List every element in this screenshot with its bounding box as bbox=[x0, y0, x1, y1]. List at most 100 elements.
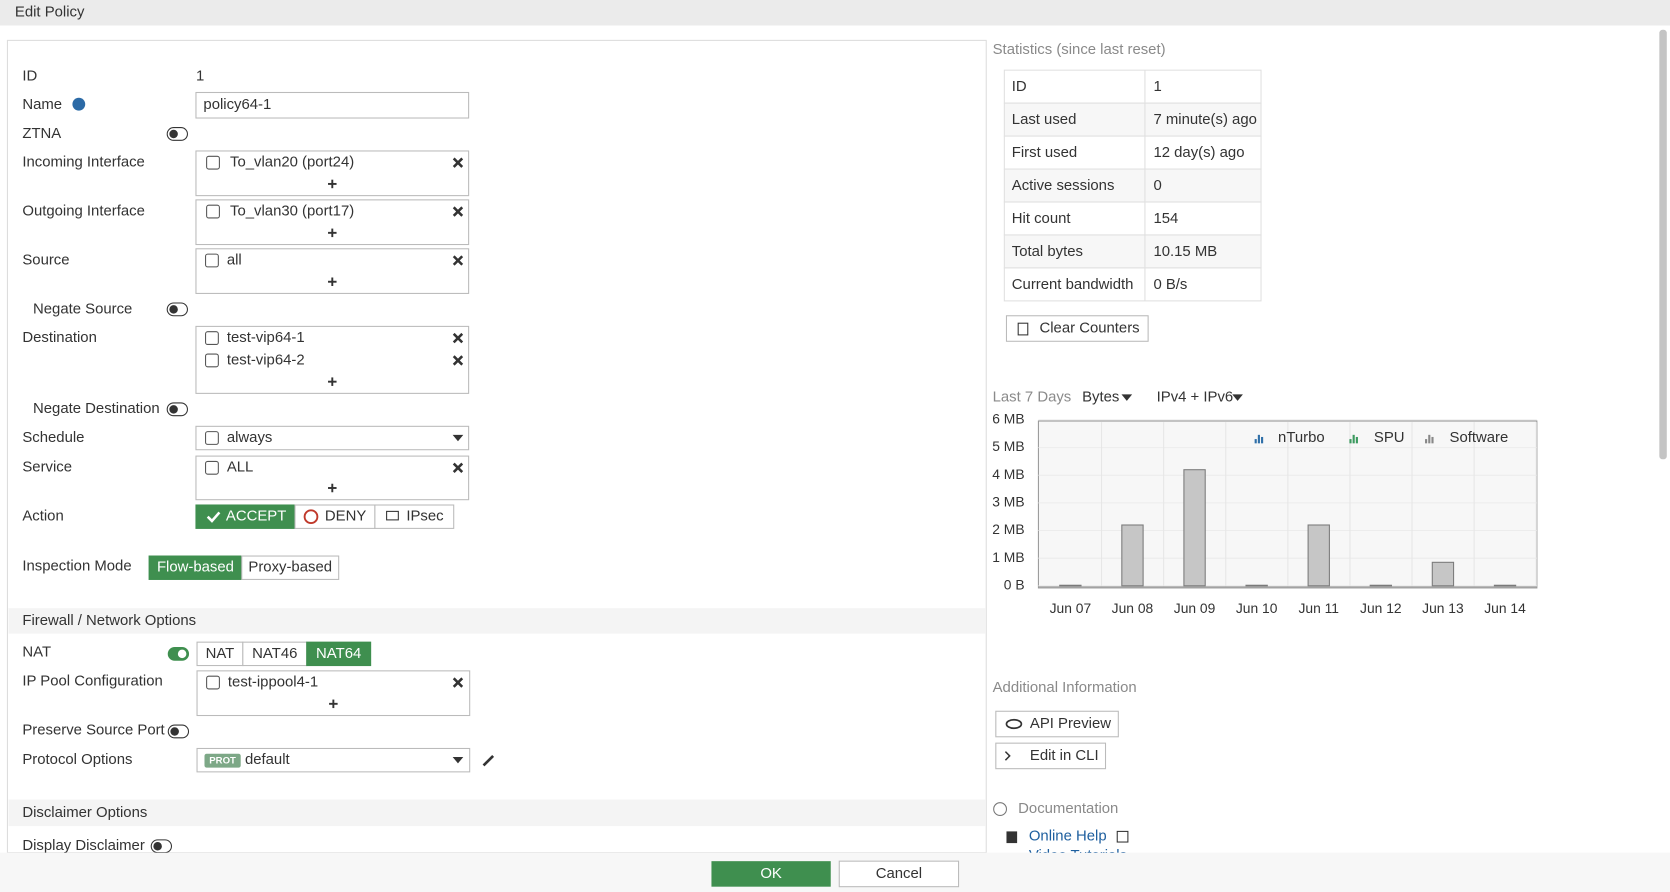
legend-icon bbox=[1261, 436, 1264, 444]
y-tick-label: 1 MB bbox=[992, 549, 1024, 565]
value: 1 bbox=[1153, 79, 1161, 95]
legend-icon bbox=[1431, 436, 1434, 444]
badge bbox=[204, 753, 241, 768]
action-option[interactable]: IPsec bbox=[406, 509, 444, 525]
label: Inspection Mode bbox=[22, 559, 131, 575]
remove-icon bbox=[452, 462, 464, 473]
window-title: Edit Policy bbox=[15, 5, 85, 21]
panel-title: Additional Information bbox=[993, 680, 1137, 696]
legend-label: SPU bbox=[1374, 430, 1405, 446]
x-tick-label: Jun 07 bbox=[1050, 600, 1092, 616]
panel-title: Documentation bbox=[1018, 801, 1118, 817]
edit-icon bbox=[482, 754, 495, 767]
nat-option[interactable]: NAT64 bbox=[316, 646, 361, 662]
label: Schedule bbox=[22, 430, 84, 446]
legend-icon bbox=[1428, 434, 1431, 444]
section-title: Disclaimer Options bbox=[22, 805, 147, 821]
label: Total bytes bbox=[1012, 244, 1083, 260]
nat-button[interactable] bbox=[306, 641, 372, 667]
label: ID bbox=[1012, 79, 1027, 95]
dropdown-caret bbox=[452, 756, 464, 764]
entry-icon bbox=[205, 431, 219, 445]
value: 7 minute(s) ago bbox=[1153, 112, 1256, 128]
toggle-knob bbox=[153, 842, 162, 851]
multi-select[interactable] bbox=[195, 455, 470, 501]
value: 12 day(s) ago bbox=[1153, 145, 1244, 161]
legend-icon bbox=[1254, 439, 1257, 444]
dropdown[interactable] bbox=[195, 425, 470, 451]
label: Preserve Source Port bbox=[22, 722, 165, 738]
entry-icon bbox=[205, 331, 219, 345]
scrollbar[interactable] bbox=[1659, 29, 1667, 460]
label: Active sessions bbox=[1012, 178, 1115, 194]
stats-row bbox=[1003, 102, 1262, 137]
toggle-knob bbox=[170, 727, 179, 736]
period-label: Last 7 Days bbox=[993, 390, 1072, 406]
mode-button[interactable] bbox=[241, 555, 340, 580]
value: 0 bbox=[1153, 178, 1161, 194]
y-tick-label: 4 MB bbox=[992, 466, 1024, 482]
label: Service bbox=[22, 460, 72, 476]
link[interactable]: Online Help bbox=[1029, 829, 1107, 845]
dropdown-caret bbox=[1232, 394, 1243, 401]
header-bar bbox=[0, 0, 1670, 26]
info-icon bbox=[72, 97, 86, 111]
remove-icon bbox=[452, 157, 464, 168]
nat-option[interactable]: NAT46 bbox=[252, 646, 297, 662]
bar bbox=[1059, 584, 1082, 587]
button[interactable] bbox=[995, 742, 1107, 770]
x-tick-label: Jun 14 bbox=[1484, 600, 1526, 616]
cancel-button[interactable] bbox=[838, 860, 960, 888]
panel-title: Statistics (since last reset) bbox=[993, 42, 1166, 58]
dropdown-caret bbox=[1121, 394, 1133, 401]
label: Negate Source bbox=[33, 301, 132, 317]
legend-icon bbox=[1425, 439, 1428, 444]
button[interactable] bbox=[995, 710, 1119, 738]
legend-label: nTurbo bbox=[1278, 430, 1325, 446]
book-icon bbox=[1006, 831, 1018, 844]
stats-row bbox=[1003, 201, 1262, 236]
text-input[interactable] bbox=[195, 91, 470, 119]
button[interactable] bbox=[1005, 315, 1149, 342]
bar bbox=[1307, 524, 1330, 587]
action-option[interactable]: ACCEPT bbox=[226, 509, 286, 525]
label: Outgoing Interface bbox=[22, 204, 144, 220]
external-icon bbox=[1116, 830, 1129, 843]
label: Destination bbox=[22, 330, 96, 346]
entry-icon bbox=[206, 675, 220, 690]
button-label[interactable]: OK bbox=[760, 866, 782, 882]
nat-option[interactable]: NAT bbox=[206, 646, 235, 662]
action-option[interactable]: DENY bbox=[325, 509, 366, 525]
button-label[interactable]: API Preview bbox=[1030, 716, 1111, 732]
selected-entry: all bbox=[227, 252, 242, 268]
toggle-knob bbox=[169, 305, 178, 314]
section-band bbox=[8, 608, 986, 634]
menu[interactable]: Bytes bbox=[1082, 390, 1119, 406]
selected-entry: To_vlan30 (port17) bbox=[230, 204, 354, 220]
stats-row bbox=[1003, 234, 1262, 269]
remove-icon bbox=[452, 677, 464, 688]
toggle-knob bbox=[169, 129, 178, 139]
dropdown[interactable] bbox=[196, 747, 471, 773]
help-icon bbox=[993, 802, 1008, 816]
button-label[interactable]: Cancel bbox=[876, 866, 922, 882]
mode-option[interactable]: Proxy-based bbox=[248, 560, 332, 576]
menu[interactable]: IPv4 + IPv6 bbox=[1157, 390, 1234, 406]
value: 10.15 MB bbox=[1153, 244, 1217, 260]
mode-option[interactable]: Flow-based bbox=[157, 560, 234, 576]
label: Negate Destination bbox=[33, 401, 160, 417]
legend-icon bbox=[1355, 436, 1358, 444]
ok-button[interactable] bbox=[711, 861, 831, 887]
button-label[interactable]: Edit in CLI bbox=[1030, 748, 1099, 764]
bar bbox=[1493, 584, 1517, 587]
selected-entry: ALL bbox=[227, 460, 253, 476]
label: Action bbox=[22, 509, 63, 525]
entry-icon bbox=[205, 460, 219, 475]
button-label[interactable]: Clear Counters bbox=[1039, 320, 1139, 336]
bar bbox=[1369, 584, 1393, 587]
entry-icon bbox=[205, 353, 219, 368]
cli-icon bbox=[1004, 751, 1011, 761]
legend-icon bbox=[1349, 439, 1352, 444]
